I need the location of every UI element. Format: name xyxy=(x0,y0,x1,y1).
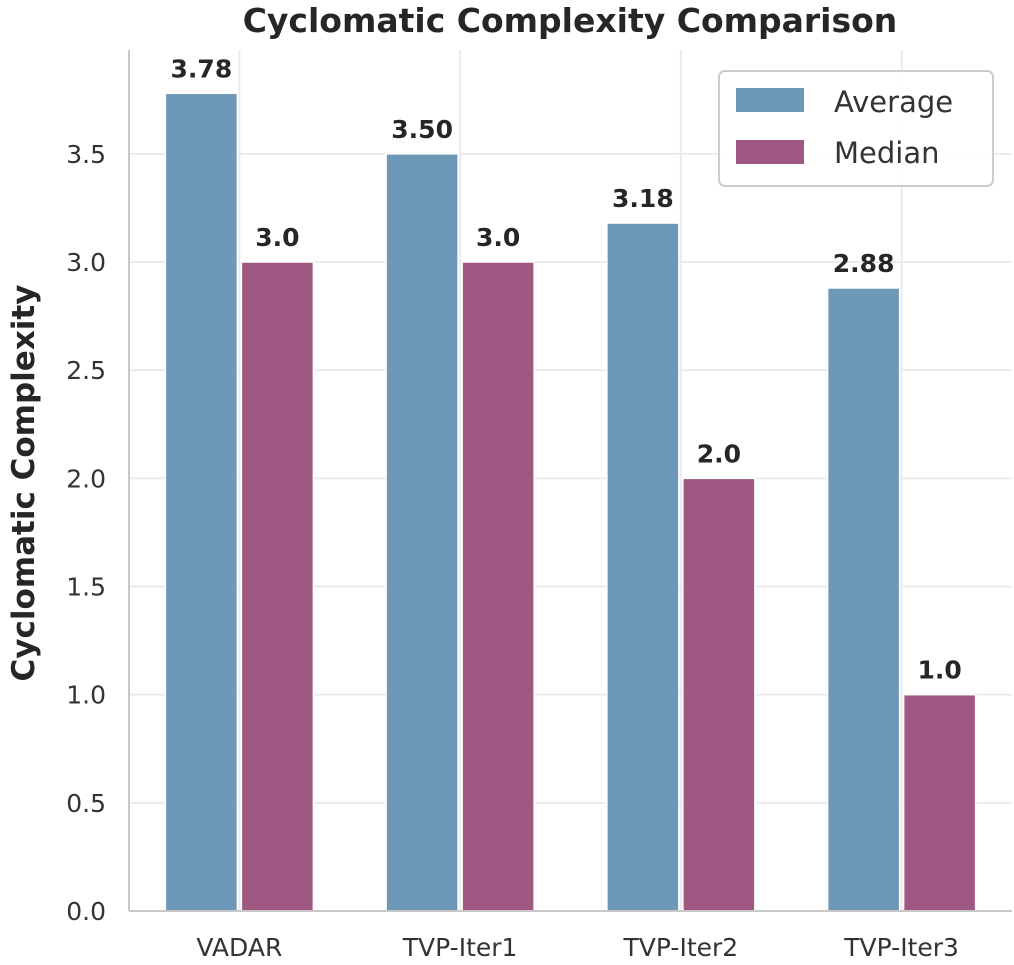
data-label: 3.78 xyxy=(171,54,233,83)
y-tick-label: 1.5 xyxy=(66,573,106,602)
data-label: 3.18 xyxy=(612,184,674,213)
x-ticks: VADAR TVP-Iter1 TVP-Iter2 TVP-Iter3 xyxy=(196,933,959,962)
chart-title: Cyclomatic Complexity Comparison xyxy=(243,1,898,40)
legend-label-average: Average xyxy=(834,85,953,119)
legend-swatch-average xyxy=(736,88,804,112)
x-tick-label: VADAR xyxy=(196,933,282,962)
x-tick-label: TVP-Iter2 xyxy=(623,933,739,962)
y-tick-label: 0.0 xyxy=(66,897,106,926)
bar-average-tvp-iter2 xyxy=(606,222,680,912)
y-tick-label: 1.0 xyxy=(66,681,106,710)
bar-median-vadar xyxy=(240,261,315,912)
data-labels: 3.78 3.0 3.50 3.0 3.18 2.0 2.88 1.0 xyxy=(171,54,962,684)
y-axis-label: Cyclomatic Complexity xyxy=(6,285,42,682)
y-tick-label: 2.0 xyxy=(66,464,106,493)
bar-average-tvp-iter3 xyxy=(826,287,901,912)
legend-swatch-median xyxy=(736,140,804,164)
legend: Average Median xyxy=(718,70,994,187)
bar-median-tvp-iter3 xyxy=(902,693,977,912)
y-ticks: 0.0 0.5 1.0 1.5 2.0 2.5 3.0 3.5 xyxy=(66,140,106,926)
legend-label-median: Median xyxy=(834,136,939,170)
y-tick-label: 3.0 xyxy=(66,248,106,277)
data-label: 3.50 xyxy=(391,115,453,144)
bar-median-tvp-iter1 xyxy=(461,261,535,912)
data-label: 3.0 xyxy=(476,223,520,252)
data-label: 1.0 xyxy=(917,656,961,685)
y-tick-label: 2.5 xyxy=(66,356,106,385)
y-tick-label: 3.5 xyxy=(66,140,106,169)
bars xyxy=(164,92,977,912)
y-tick-label: 0.5 xyxy=(66,789,106,818)
bar-average-tvp-iter1 xyxy=(385,153,459,912)
x-tick-label: TVP-Iter1 xyxy=(402,933,518,962)
data-label: 2.88 xyxy=(833,249,895,278)
bar-average-vadar xyxy=(164,92,239,912)
x-tick-label: TVP-Iter3 xyxy=(843,933,959,962)
data-label: 3.0 xyxy=(255,223,299,252)
data-label: 2.0 xyxy=(697,439,741,468)
bar-median-tvp-iter2 xyxy=(682,477,756,912)
